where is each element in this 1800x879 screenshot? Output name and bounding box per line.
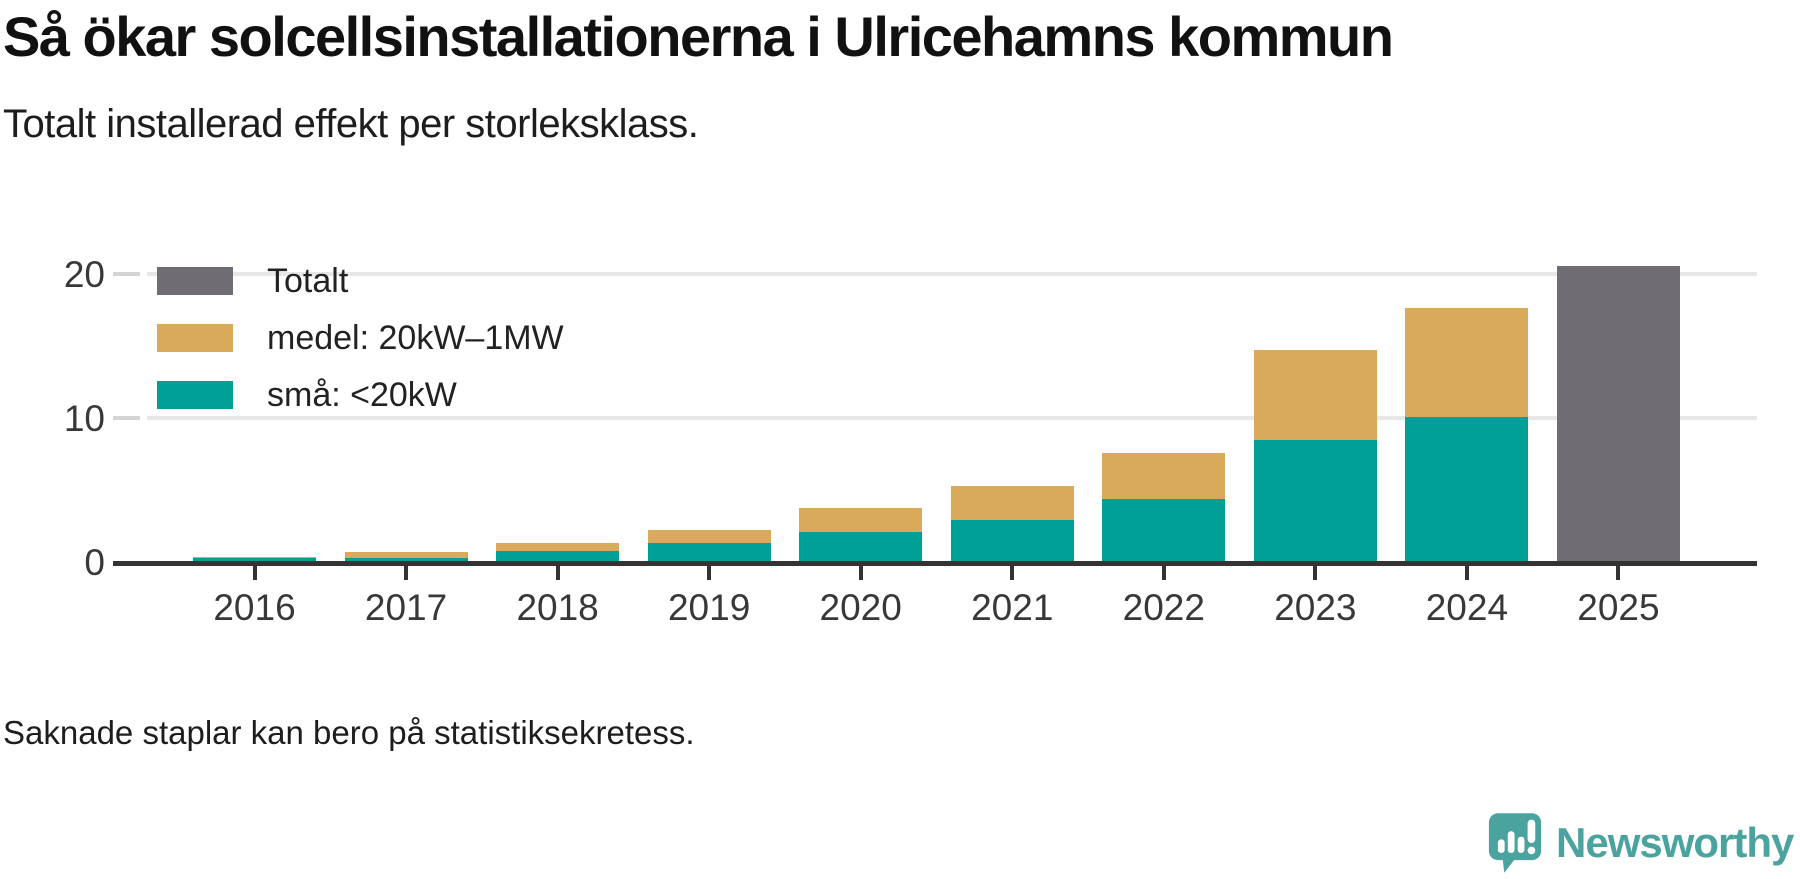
x-axis-tick-2017: [404, 566, 409, 580]
bar-segment-2023-sma: [1253, 439, 1377, 562]
gridline-20: [147, 272, 1757, 276]
y-axis-tick-dash: [113, 416, 140, 420]
gridline-10: [147, 416, 1757, 420]
bar-segment-2020-sma: [799, 531, 923, 562]
x-axis-line: [113, 561, 1757, 566]
x-axis-label-2022: 2022: [1122, 587, 1205, 628]
legend-swatch-totalt: [157, 267, 233, 295]
legend-label-totalt: Totalt: [267, 262, 349, 300]
x-axis-label-2023: 2023: [1274, 587, 1357, 628]
bar-segment-2016-medel: [193, 556, 316, 558]
x-axis-tick-2021: [1010, 566, 1015, 580]
legend-item-sma: små: <20kW: [157, 376, 564, 414]
legend-swatch-medel: [157, 324, 233, 352]
x-axis-tick-2020: [858, 566, 863, 580]
bar-segment-2025-totalt: [1556, 266, 1680, 562]
legend: Totalt medel: 20kW–1MW små: <20kW: [157, 262, 564, 438]
page-title: Så ökar solcellsinstallationerna i Ulric…: [3, 5, 1394, 68]
y-axis-label-20: 20: [63, 254, 105, 295]
x-axis-label-2021: 2021: [971, 587, 1054, 628]
bar-segment-2019-sma: [647, 543, 771, 562]
bar-segment-2022-sma: [1102, 498, 1226, 562]
x-axis-tick-2022: [1161, 566, 1166, 580]
y-axis-tick-dash: [113, 272, 140, 276]
x-axis-label-2017: 2017: [364, 587, 448, 628]
legend-swatch-sma: [157, 381, 233, 409]
x-axis-label-2019: 2019: [667, 587, 751, 628]
x-axis-tick-2023: [1313, 566, 1318, 580]
bar-segment-2016-sma: [193, 557, 316, 562]
bar-segment-2020-medel: [799, 508, 923, 532]
bar-segment-2021-sma: [950, 520, 1074, 562]
bar-segment-2017-medel: [344, 551, 468, 558]
bar-segment-2019-medel: [647, 529, 771, 544]
bar-segment-2024-medel: [1405, 307, 1529, 417]
chart-subtitle: Totalt installerad effekt per storlekskl…: [3, 102, 699, 146]
y-axis-label-10: 10: [63, 398, 105, 439]
x-axis-tick-2016: [252, 566, 257, 580]
legend-label-medel: medel: 20kW–1MW: [267, 319, 564, 357]
footnote: Saknade staplar kan bero på statistiksek…: [3, 714, 695, 751]
plot-area: 0 10 20 2016 2017 2018 2019 2020 2021 2022 2023 20…: [63, 254, 1757, 628]
x-axis-tick-2025: [1616, 566, 1621, 580]
bar-segment-2023-medel: [1253, 349, 1377, 440]
brand-name: Newsworthy: [1556, 819, 1794, 866]
bar-segment-2022-medel: [1102, 452, 1226, 499]
bar-segment-2018-sma: [496, 551, 620, 562]
bar-segment-2017-sma: [344, 557, 468, 562]
x-axis-label-2018: 2018: [516, 587, 599, 628]
x-axis-label-2024: 2024: [1425, 587, 1509, 628]
bar-segment-2021-medel: [950, 485, 1074, 521]
bar-segment-2018-medel: [496, 542, 620, 552]
bar-segment-2024-sma: [1405, 416, 1529, 562]
legend-item-medel: medel: 20kW–1MW: [157, 319, 564, 357]
legend-label-sma: små: <20kW: [267, 376, 457, 414]
newsworthy-logo-icon: [1488, 813, 1542, 873]
legend-item-totalt: Totalt: [157, 262, 564, 300]
x-axis-label-2025: 2025: [1577, 587, 1660, 628]
x-axis-label-2016: 2016: [213, 587, 296, 628]
x-axis-label-2020: 2020: [819, 587, 902, 628]
x-axis-tick-2019: [707, 566, 712, 580]
x-axis-tick-2024: [1464, 566, 1469, 580]
y-axis-label-0: 0: [84, 542, 105, 583]
x-axis-tick-2018: [555, 566, 560, 580]
brand-lockup: Newsworthy: [1488, 812, 1794, 874]
